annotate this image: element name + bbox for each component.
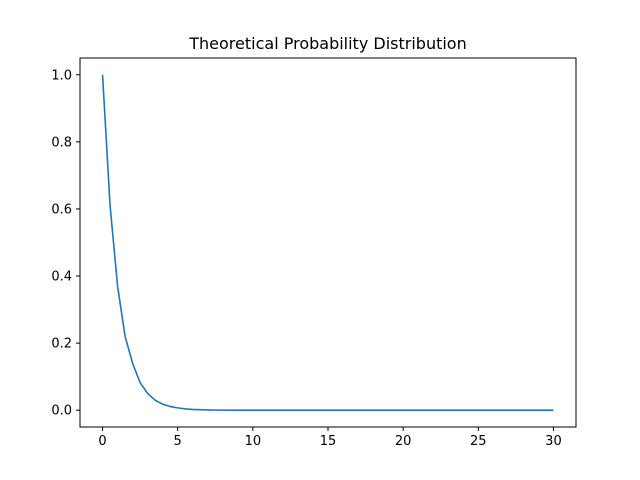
plot-area bbox=[101, 74, 554, 412]
x-tick-label: 0 bbox=[98, 434, 106, 449]
x-tick-label: 10 bbox=[245, 434, 262, 449]
chart-title: Theoretical Probability Distribution bbox=[188, 34, 466, 53]
y-tick-label: 0.2 bbox=[51, 337, 72, 352]
y-tick-label: 1.0 bbox=[51, 68, 72, 83]
y-tick-label: 0.8 bbox=[51, 135, 72, 150]
y-tick-label: 0.6 bbox=[51, 202, 72, 217]
x-tick-label: 20 bbox=[395, 434, 412, 449]
y-axis: 0.0 0.2 0.4 0.6 0.8 1.0 bbox=[51, 68, 80, 419]
x-axis: 0 5 10 15 20 25 30 bbox=[98, 427, 562, 449]
x-tick-label: 30 bbox=[545, 434, 562, 449]
series-line-0 bbox=[101, 74, 554, 412]
x-tick-label: 15 bbox=[320, 434, 337, 449]
y-tick-label: 0.0 bbox=[51, 404, 72, 419]
x-tick-label: 5 bbox=[174, 434, 182, 449]
y-tick-label: 0.4 bbox=[51, 270, 72, 285]
x-tick-label: 25 bbox=[470, 434, 487, 449]
